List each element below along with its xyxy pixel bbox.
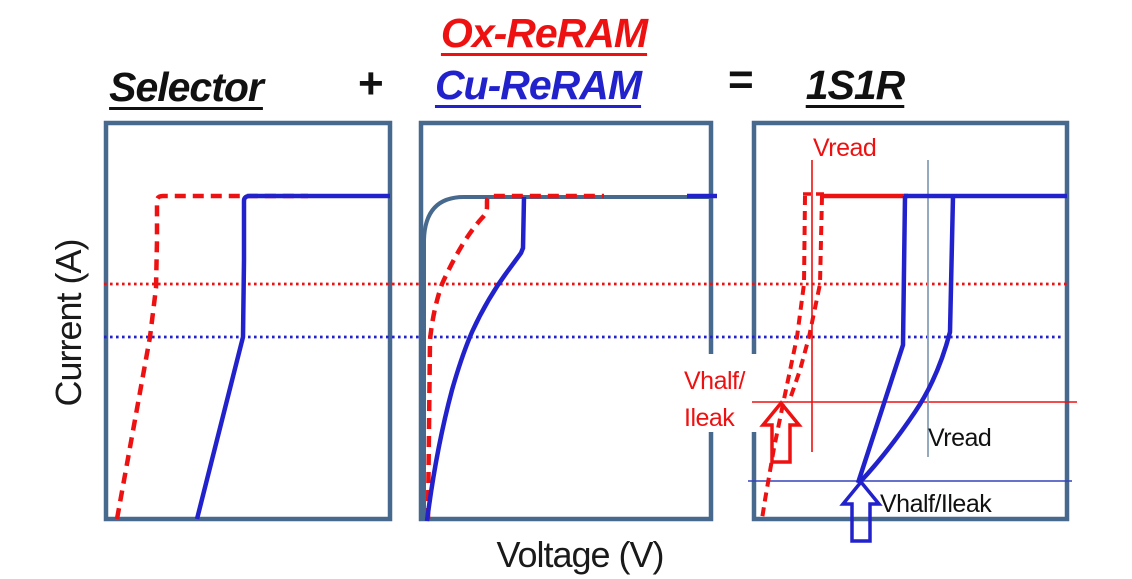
vhalf-ileak-cu-label: Vhalf/Ileak	[880, 490, 992, 518]
x-axis-label: Voltage (V)	[496, 534, 664, 575]
vhalf-ox-line2: Ileak	[684, 404, 735, 432]
selector-cu-curve	[194, 193, 390, 520]
selector-panel-frame	[103, 120, 393, 522]
cu-reram-title: Cu-ReRAM	[434, 62, 642, 108]
1s1r-ox-loop-right-branch	[787, 195, 824, 403]
equals-operator: =	[728, 55, 754, 104]
vhalf-ox-line1: Vhalf/	[684, 367, 745, 395]
selector-ox-curve	[114, 193, 308, 520]
1s1r-ox-loop-left-branch	[760, 195, 807, 520]
reram-ox-set-curve	[425, 193, 604, 520]
ox-reram-title: Ox-ReRAM	[440, 10, 648, 56]
vhalf-ileak-ox-label: Vhalf/Ileak	[684, 363, 762, 437]
vread-cu-label: Vread	[928, 424, 992, 452]
reram-cu-set-curve	[424, 196, 527, 522]
label-background-patch	[678, 354, 761, 432]
result-1s1r-title: 1S1R	[805, 62, 906, 108]
1s1r-panel-frame	[751, 120, 1070, 522]
plus-operator: +	[358, 59, 384, 108]
ox-operating-point-arrow-icon	[759, 400, 803, 464]
cu-operating-point-arrow-icon	[839, 479, 883, 543]
y-axis-label: Current (A)	[48, 239, 89, 407]
reram-lrs-curve	[422, 195, 709, 517]
vread-ox-label: Vread	[813, 134, 877, 162]
reram-panel-frame	[418, 120, 714, 522]
1s1r-cu-loop-left-branch	[855, 195, 908, 484]
selector-title: Selector	[109, 64, 264, 110]
1s1r-cu-loop-right-branch	[859, 195, 956, 483]
